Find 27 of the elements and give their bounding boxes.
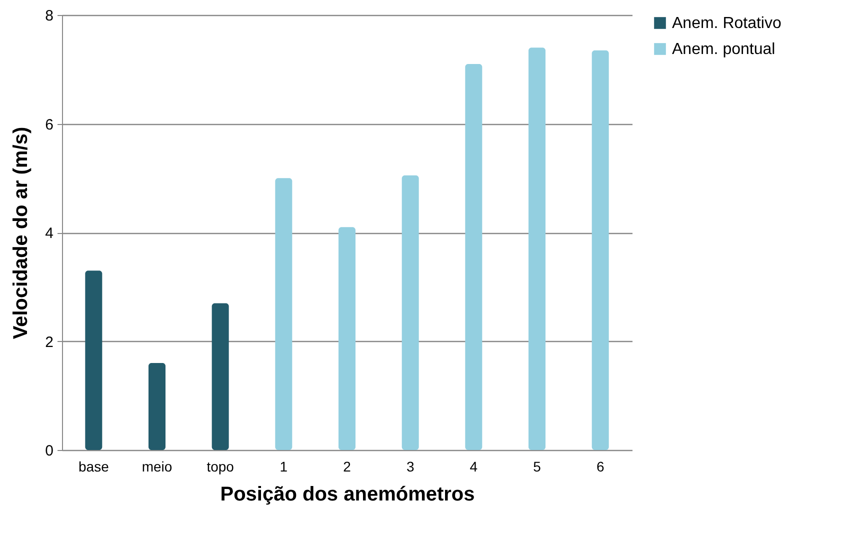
legend-label: Anem. Rotativo bbox=[672, 15, 782, 32]
x-tick-label: meio bbox=[142, 458, 172, 474]
bar bbox=[275, 178, 292, 450]
bar bbox=[402, 175, 419, 450]
bar bbox=[148, 363, 166, 450]
bar bbox=[212, 303, 229, 450]
x-tick-label: 5 bbox=[533, 458, 542, 474]
y-tick-label: 4 bbox=[45, 225, 54, 242]
x-tick-label: 1 bbox=[280, 458, 288, 474]
x-tick-label: topo bbox=[206, 458, 234, 474]
x-axis-title: Posição dos anemómetros bbox=[220, 484, 475, 506]
y-tick-label: 2 bbox=[45, 334, 54, 351]
y-tick-label: 8 bbox=[45, 8, 54, 24]
x-tick-label: base bbox=[78, 458, 110, 474]
x-tick-label: 2 bbox=[343, 458, 352, 474]
x-tick-label: 4 bbox=[470, 458, 478, 474]
y-tick-label: 6 bbox=[45, 116, 54, 134]
bar bbox=[338, 227, 356, 450]
x-tick-label: 3 bbox=[406, 458, 414, 474]
y-tick-label: 0 bbox=[45, 442, 54, 460]
legend-label: Anem. pontual bbox=[672, 41, 776, 58]
bar bbox=[528, 48, 546, 450]
bar bbox=[592, 50, 609, 450]
bar bbox=[465, 64, 482, 450]
bar bbox=[85, 270, 102, 450]
y-axis-title: Velocidade do ar (m/s) bbox=[10, 126, 32, 340]
x-tick-label: 6 bbox=[596, 458, 604, 474]
